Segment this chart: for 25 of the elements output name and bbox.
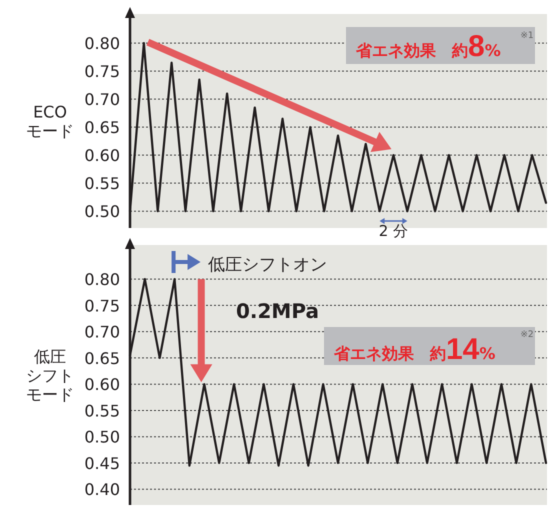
y-axis-title: 低圧シフトモード bbox=[26, 347, 74, 404]
y-tick-label: 0.70 bbox=[84, 90, 120, 110]
annotation: 0.2MPa bbox=[236, 299, 319, 323]
y-tick-label: 0.75 bbox=[84, 62, 120, 82]
y-tick-label: 0.60 bbox=[84, 146, 120, 166]
y-tick-label: 0.50 bbox=[84, 428, 120, 447]
annotation: ※1 bbox=[520, 31, 534, 41]
y-tick-label: 0.55 bbox=[84, 174, 120, 194]
y-tick-label: 0.65 bbox=[84, 118, 120, 138]
annotation: 2 分 bbox=[378, 222, 408, 240]
y-tick-label: 0.50 bbox=[84, 202, 120, 222]
annotation: 省エネ効果 約14% bbox=[333, 333, 496, 366]
y-tick-label: 0.80 bbox=[84, 270, 120, 290]
y-tick-label: 0.40 bbox=[84, 480, 120, 500]
y-tick-label: 0.70 bbox=[84, 322, 120, 342]
y-tick-label: 0.75 bbox=[84, 296, 120, 316]
annotation: 低圧シフトオン bbox=[208, 255, 327, 275]
annotation: 省エネ効果 約8% bbox=[355, 30, 501, 63]
y-tick-label: 0.80 bbox=[84, 34, 120, 54]
annotation: ※2 bbox=[520, 330, 534, 340]
y-axis-title: ECO モード bbox=[26, 102, 74, 140]
y-tick-label: 0.45 bbox=[84, 454, 120, 473]
y-tick-label: 0.55 bbox=[84, 401, 120, 420]
y-tick-label: 0.65 bbox=[84, 348, 120, 368]
y-tick-label: 0.60 bbox=[84, 375, 120, 394]
